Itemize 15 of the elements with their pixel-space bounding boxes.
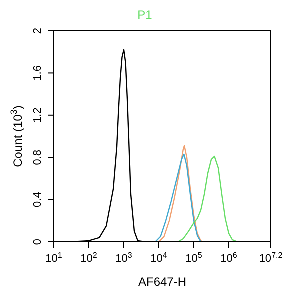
- x-tick-label: 10$^{4}$: [150, 250, 168, 265]
- y-tick-label: 0.4: [32, 192, 44, 208]
- chart-title: P1: [136, 8, 154, 24]
- x-tick-label: 10$^{2}$: [80, 250, 98, 265]
- y-tick-label: 1.2: [32, 108, 44, 124]
- x-tick-label: 10$^{1}$: [46, 250, 63, 265]
- y-tick-label: 2: [32, 28, 44, 34]
- y-tick-label: 0: [32, 238, 44, 246]
- y-tick-label: 0.8: [32, 150, 44, 166]
- y-tick-label: 1.6: [32, 66, 44, 81]
- x-tick-label: 10$^{6}$: [220, 250, 238, 265]
- x-tick-label: 10$^{3}$: [116, 250, 133, 265]
- x-axis-title: AF647-H: [138, 275, 187, 289]
- x-tick-label: 10$^{7.2}$: [259, 250, 284, 265]
- x-tick-label: 10$^{5}$: [186, 250, 203, 265]
